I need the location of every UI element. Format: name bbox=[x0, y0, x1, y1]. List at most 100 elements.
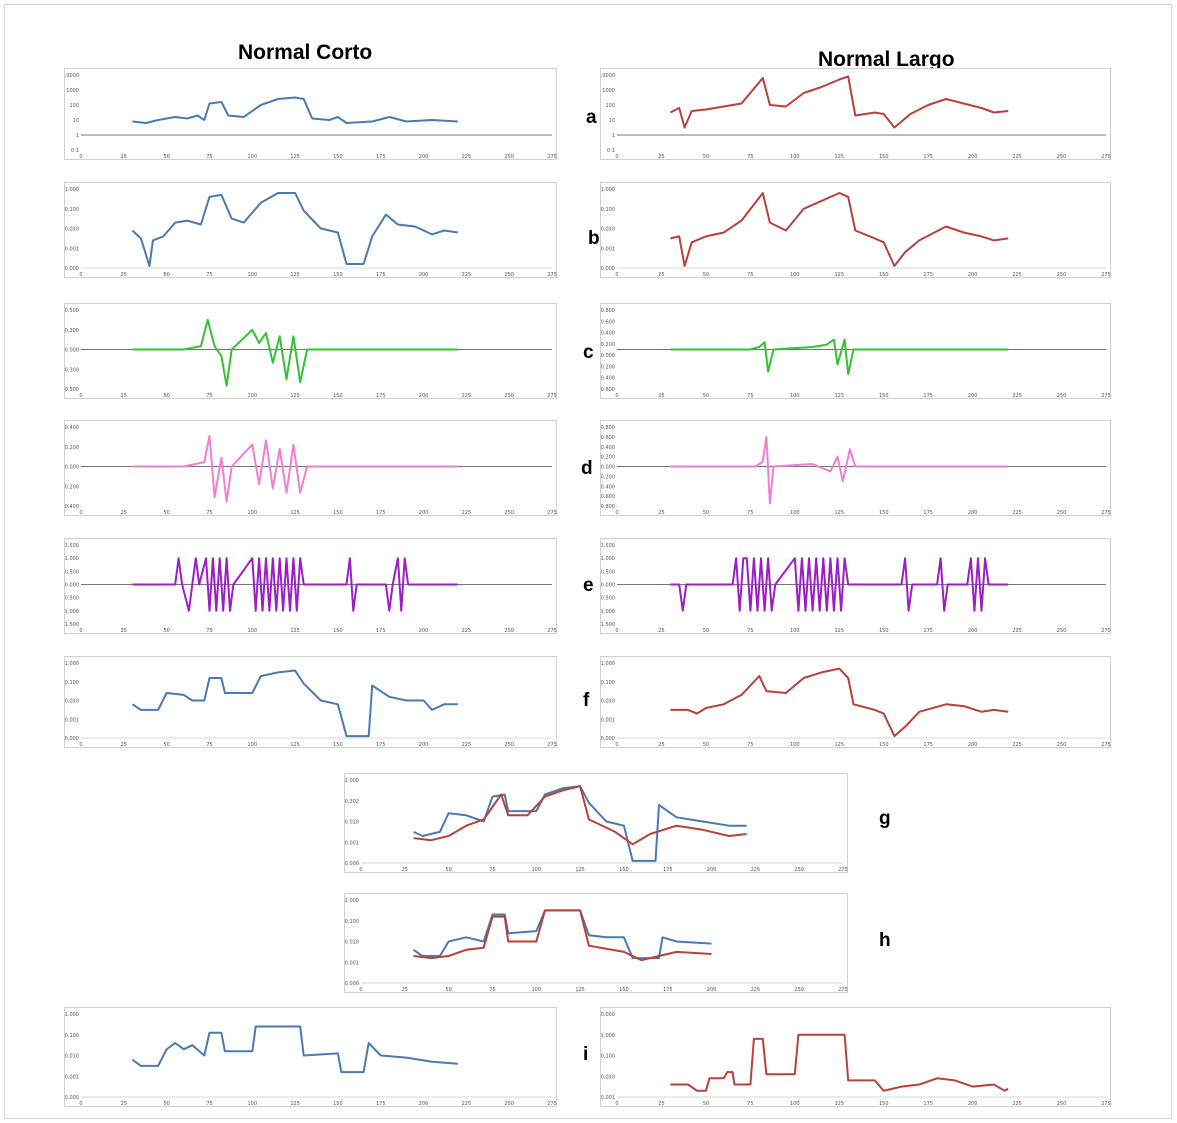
y-tick-label: 0.100 bbox=[601, 1054, 615, 1060]
x-tick-label: 150 bbox=[879, 742, 889, 748]
x-tick-label: 250 bbox=[504, 272, 514, 278]
x-tick-label: 0 bbox=[615, 742, 618, 748]
x-tick-label: 100 bbox=[247, 628, 257, 634]
y-tick-label: 0.400 bbox=[601, 331, 615, 337]
y-tick-label: 0.010 bbox=[601, 227, 615, 233]
y-tick-label: 0.300 bbox=[65, 328, 79, 334]
row-label-c: c bbox=[583, 342, 594, 363]
x-tick-label: 225 bbox=[462, 154, 472, 160]
y-tick-label: 10000 bbox=[601, 73, 615, 79]
series-line-f-right-0 bbox=[670, 667, 1009, 738]
y-tick-label: 0.500 bbox=[65, 569, 79, 575]
x-tick-label: 125 bbox=[290, 272, 300, 278]
x-tick-label: 0 bbox=[615, 154, 618, 160]
y-tick-label: 1.000 bbox=[65, 556, 79, 562]
y-tick-label: 0.400 bbox=[601, 445, 615, 451]
x-tick-label: 250 bbox=[1057, 510, 1067, 516]
y-tick-label: -0.800 bbox=[601, 504, 615, 510]
x-tick-label: 100 bbox=[790, 154, 800, 160]
y-tick-label: -1.500 bbox=[65, 622, 79, 628]
series-line-d-right-0 bbox=[670, 435, 1009, 505]
x-tick-label: 75 bbox=[747, 510, 753, 516]
x-tick-label: 125 bbox=[290, 510, 300, 516]
x-tick-label: 125 bbox=[834, 628, 844, 634]
row-label-d: d bbox=[581, 458, 593, 479]
x-tick-label: 200 bbox=[968, 154, 978, 160]
x-tick-label: 275 bbox=[547, 272, 557, 278]
y-tick-label: 0.500 bbox=[65, 308, 79, 314]
x-tick-label: 75 bbox=[747, 1101, 753, 1107]
x-tick-label: 250 bbox=[504, 742, 514, 748]
x-tick-label: 25 bbox=[402, 867, 408, 873]
x-tick-label: 100 bbox=[790, 272, 800, 278]
x-tick-label: 225 bbox=[462, 628, 472, 634]
x-tick-label: 200 bbox=[707, 987, 717, 993]
x-tick-label: 0 bbox=[79, 272, 82, 278]
x-tick-label: 100 bbox=[790, 742, 800, 748]
x-tick-label: 275 bbox=[1101, 272, 1111, 278]
x-tick-label: 250 bbox=[504, 154, 514, 160]
x-tick-label: 175 bbox=[923, 510, 933, 516]
x-tick-label: 275 bbox=[1101, 393, 1111, 399]
y-tick-label: 10.000 bbox=[601, 1012, 615, 1018]
y-tick-label: 1.000 bbox=[601, 556, 615, 562]
y-tick-label: 1.000 bbox=[601, 187, 615, 193]
x-tick-label: 250 bbox=[1057, 628, 1067, 634]
y-tick-label: 0.600 bbox=[601, 319, 615, 325]
x-tick-label: 100 bbox=[790, 1101, 800, 1107]
x-tick-label: 100 bbox=[790, 510, 800, 516]
y-tick-label: 0.001 bbox=[601, 717, 615, 723]
x-tick-label: 150 bbox=[879, 1101, 889, 1107]
y-tick-label: 100 bbox=[605, 103, 615, 109]
y-tick-label: 0.100 bbox=[601, 207, 615, 213]
y-tick-label: -0.500 bbox=[65, 596, 79, 602]
y-tick-label: 0.010 bbox=[345, 940, 359, 946]
x-tick-label: 25 bbox=[121, 628, 127, 634]
x-tick-label: 250 bbox=[1057, 1101, 1067, 1107]
y-tick-label: 0.000 bbox=[601, 353, 615, 359]
chart-svg-a-right: 10000 1000 100 10 1 0.10 25 50 75 100 125 150 175 200… bbox=[601, 73, 1111, 160]
chart-panel-a-right: 10000 1000 100 10 1 0.10 25 50 75 100 125 150 175 200… bbox=[600, 68, 1111, 160]
chart-panel-f-right: 1.000 0.100 0.010 0.001 0.000 0 25 50 75 100 125 15… bbox=[600, 656, 1111, 748]
x-tick-label: 125 bbox=[834, 272, 844, 278]
y-tick-label: 0.1 bbox=[71, 148, 79, 154]
x-tick-label: 125 bbox=[834, 393, 844, 399]
x-tick-label: 25 bbox=[658, 393, 664, 399]
x-tick-label: 250 bbox=[1057, 154, 1067, 160]
x-tick-label: 0 bbox=[79, 154, 82, 160]
chart-svg-c-right: 0.800 0.600 0.400 0.200 0.000 -0.200 -0.400 -0.… bbox=[601, 308, 1111, 399]
y-tick-label: 10000 bbox=[65, 73, 79, 79]
x-tick-label: 100 bbox=[531, 987, 541, 993]
y-tick-label: 1.500 bbox=[601, 543, 615, 549]
x-tick-label: 100 bbox=[247, 393, 257, 399]
x-tick-label: 75 bbox=[747, 628, 753, 634]
x-tick-label: 125 bbox=[290, 742, 300, 748]
x-tick-label: 200 bbox=[968, 393, 978, 399]
x-tick-label: 200 bbox=[419, 393, 429, 399]
x-tick-label: 0 bbox=[615, 628, 618, 634]
y-tick-label: -0.400 bbox=[601, 376, 615, 382]
x-tick-label: 175 bbox=[663, 867, 673, 873]
x-tick-label: 25 bbox=[658, 154, 664, 160]
x-tick-label: 175 bbox=[376, 628, 386, 634]
y-tick-label: -1.000 bbox=[65, 609, 79, 615]
x-tick-label: 75 bbox=[206, 154, 212, 160]
y-tick-label: 0.001 bbox=[345, 960, 359, 966]
x-tick-label: 225 bbox=[1012, 393, 1022, 399]
y-tick-label: 0.100 bbox=[65, 680, 79, 686]
y-tick-label: 0.000 bbox=[345, 861, 359, 867]
x-tick-label: 125 bbox=[575, 987, 585, 993]
x-tick-label: 150 bbox=[333, 272, 343, 278]
x-tick-label: 275 bbox=[1101, 1101, 1111, 1107]
x-tick-label: 75 bbox=[206, 272, 212, 278]
y-tick-label: 0.000 bbox=[601, 583, 615, 589]
x-tick-label: 0 bbox=[79, 742, 82, 748]
x-tick-label: 50 bbox=[163, 628, 169, 634]
y-tick-label: 0.400 bbox=[65, 425, 79, 431]
y-tick-label: 0.000 bbox=[65, 465, 79, 471]
x-tick-label: 25 bbox=[121, 272, 127, 278]
series-line-a-right-0 bbox=[669, 75, 1009, 129]
